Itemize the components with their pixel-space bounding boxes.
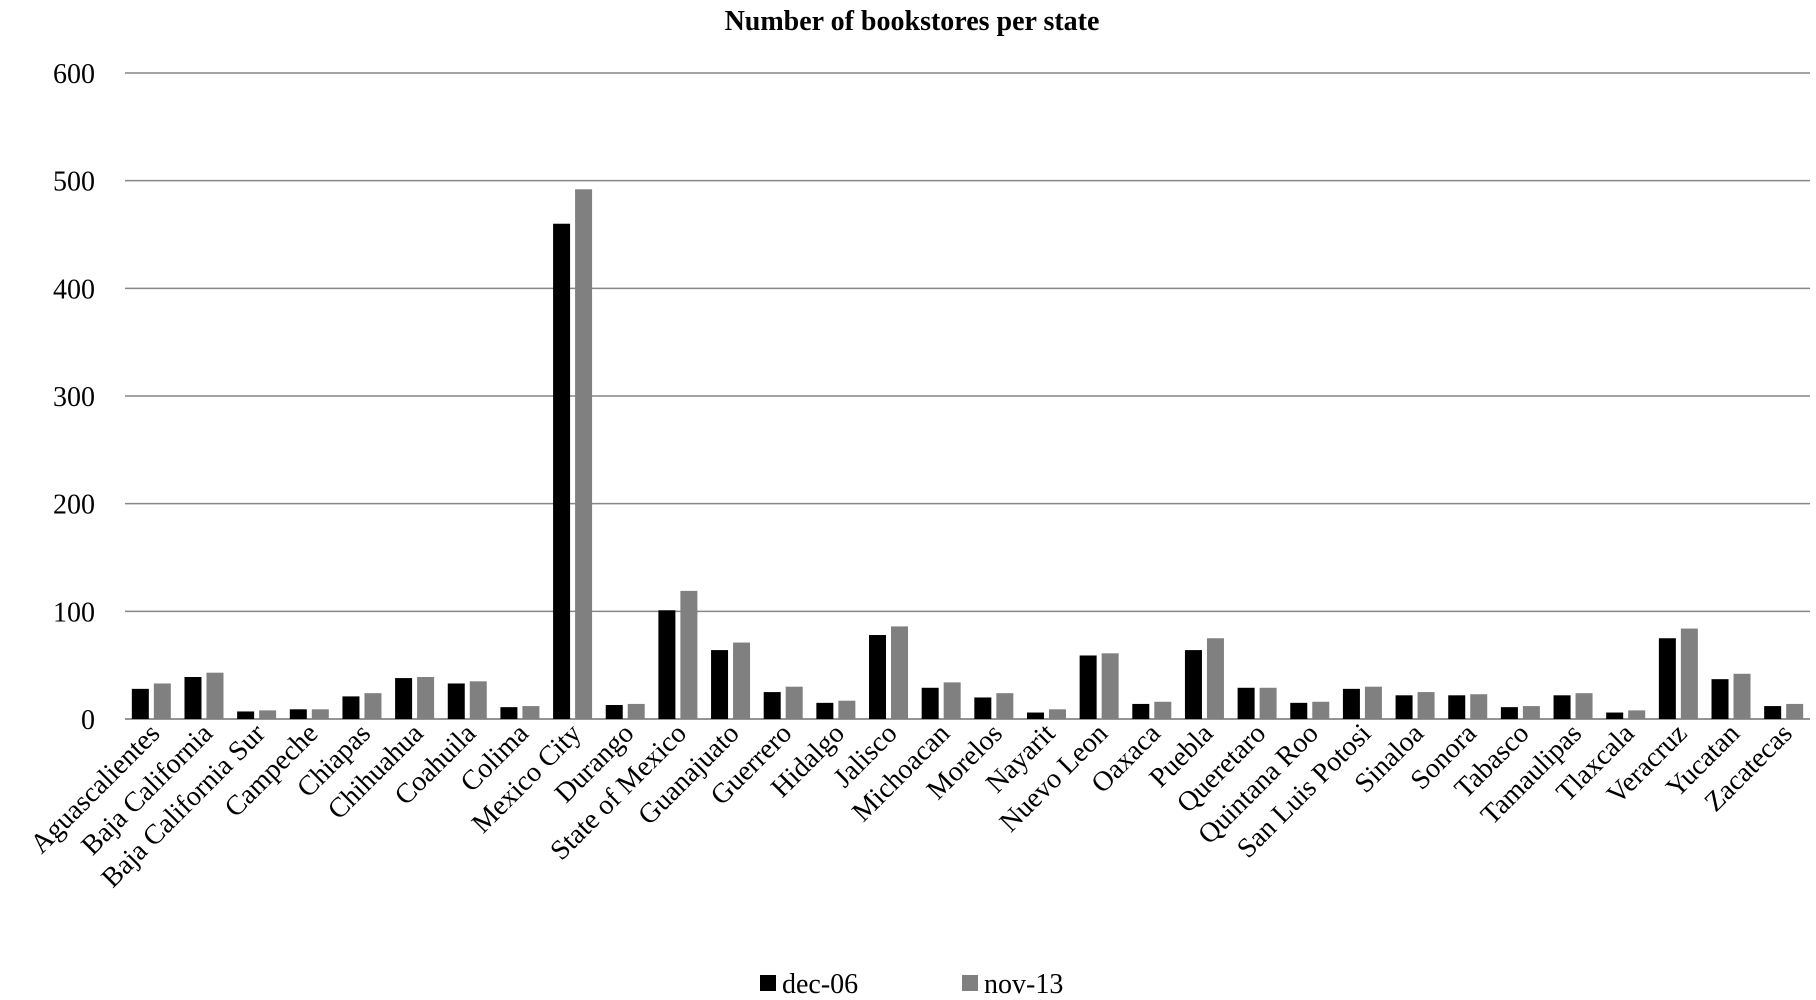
gridlines (125, 72, 1810, 720)
bar-dec-06 (289, 709, 307, 719)
bar-dec-06 (1079, 655, 1097, 719)
bar-nov-13 (891, 626, 909, 719)
legend-swatch (760, 975, 776, 991)
bar-dec-06 (1658, 638, 1676, 719)
bar-dec-06 (1448, 695, 1466, 719)
y-tick-label: 400 (53, 274, 95, 305)
y-tick-label: 100 (53, 597, 95, 628)
bar-nov-13 (1417, 692, 1435, 719)
bar-dec-06 (342, 696, 360, 719)
y-tick-label: 200 (53, 490, 95, 521)
chart-title: Number of bookstores per state (725, 6, 1100, 37)
bar-dec-06 (1184, 650, 1202, 719)
bar-dec-06 (605, 705, 623, 719)
bar-nov-13 (417, 677, 435, 719)
bar-dec-06 (1711, 679, 1729, 719)
bar-dec-06 (1553, 695, 1571, 719)
bar-nov-13 (1312, 701, 1330, 719)
bar-dec-06 (658, 610, 676, 719)
bar-nov-13 (364, 693, 382, 719)
bar-nov-13 (1101, 653, 1119, 719)
bar-dec-06 (237, 711, 255, 719)
bar-dec-06 (1606, 712, 1624, 719)
bar-dec-06 (1132, 703, 1150, 719)
bar-nov-13 (680, 590, 698, 719)
bar-dec-06 (184, 677, 202, 719)
bar-nov-13 (1680, 628, 1698, 719)
bar-nov-13 (1575, 693, 1593, 719)
bar-dec-06 (921, 687, 939, 719)
bar-dec-06 (1500, 707, 1518, 719)
bar-nov-13 (943, 682, 961, 719)
bar-dec-06 (395, 678, 413, 719)
bar-nov-13 (1154, 701, 1172, 719)
bar-nov-13 (1628, 710, 1646, 719)
bar-nov-13 (1522, 706, 1540, 719)
bars (131, 189, 1804, 719)
bar-nov-13 (1786, 703, 1804, 719)
y-tick-label: 0 (81, 705, 95, 736)
bar-dec-06 (1237, 687, 1255, 719)
bar-dec-06 (131, 688, 149, 719)
bar-dec-06 (763, 692, 781, 719)
y-tick-label: 500 (53, 167, 95, 198)
bar-nov-13 (1206, 638, 1224, 719)
bar-dec-06 (869, 635, 887, 719)
y-tick-label: 300 (53, 382, 95, 413)
bar-nov-13 (838, 700, 856, 719)
bar-nov-13 (575, 189, 593, 719)
bar-dec-06 (1395, 695, 1413, 719)
bar-dec-06 (816, 702, 834, 719)
bar-nov-13 (1259, 687, 1277, 719)
bar-dec-06 (447, 683, 465, 719)
bar-dec-06 (1764, 706, 1782, 719)
legend-label: nov-13 (984, 969, 1063, 1000)
bar-nov-13 (311, 709, 329, 719)
bar-nov-13 (259, 710, 277, 719)
bar-nov-13 (627, 703, 645, 719)
y-axis-ticks: 0 100 200 300 400 500 600 (53, 59, 95, 736)
bar-nov-13 (1048, 709, 1066, 719)
bar-nov-13 (1470, 694, 1488, 719)
bar-nov-13 (1733, 673, 1751, 719)
bar-nov-13 (522, 706, 540, 719)
bar-dec-06 (974, 697, 992, 719)
y-tick-label: 600 (53, 59, 95, 90)
legend: dec-06 nov-13 (760, 969, 1063, 1000)
bar-dec-06 (1290, 702, 1308, 719)
bar-nov-13 (153, 683, 171, 719)
bar-dec-06 (1342, 688, 1360, 719)
bar-nov-13 (1364, 686, 1382, 719)
bar-nov-13 (206, 672, 224, 719)
bar-dec-06 (500, 707, 518, 719)
bar-nov-13 (996, 693, 1014, 719)
legend-swatch (962, 975, 978, 991)
bar-dec-06 (711, 650, 729, 719)
bar-dec-06 (1026, 712, 1044, 719)
bar-nov-13 (785, 686, 803, 719)
legend-label: dec-06 (782, 969, 858, 1000)
bar-dec-06 (553, 223, 571, 719)
bar-nov-13 (469, 681, 487, 719)
bar-nov-13 (733, 642, 751, 719)
